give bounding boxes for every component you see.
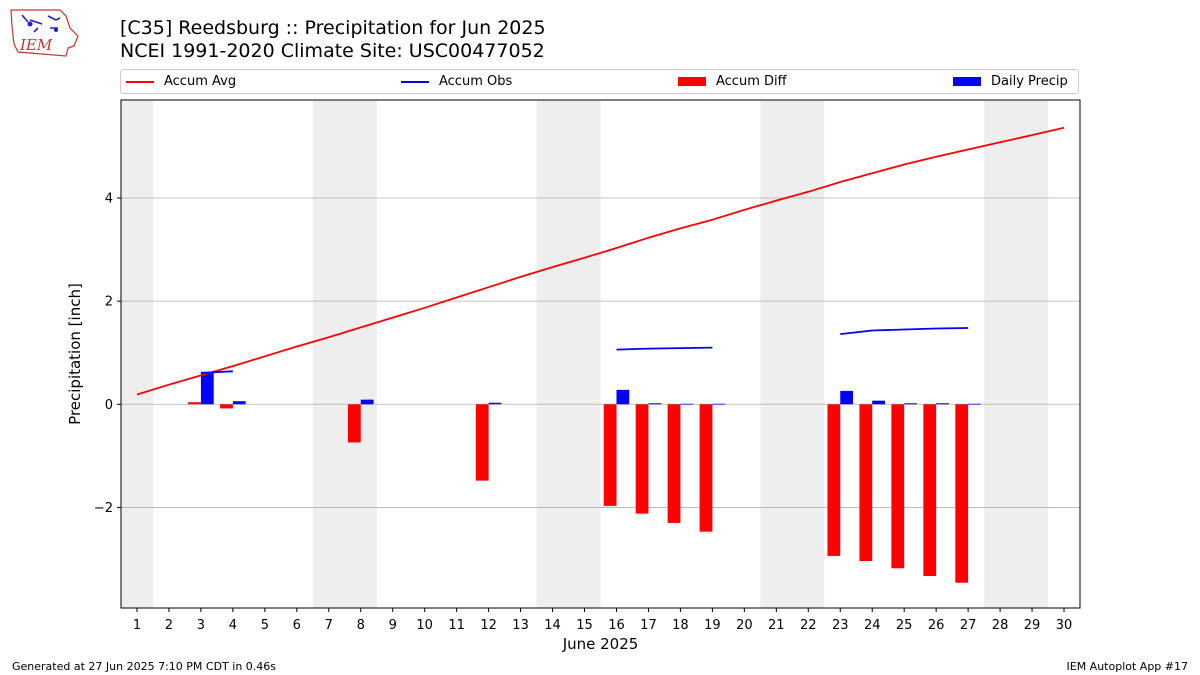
x-tick-label: 8 <box>357 618 365 633</box>
bar-accum-diff-day-17 <box>635 404 649 514</box>
line-accum-avg-segment-0 <box>136 126 1065 396</box>
x-tick-label: 23 <box>832 618 849 633</box>
legend: Accum Avg Accum Obs Accum Diff Daily Pre… <box>120 69 1079 94</box>
bar-accum-diff-day-12 <box>475 404 489 481</box>
iem-logo: IEM <box>8 6 80 58</box>
y-tick-label: 4 <box>105 191 113 206</box>
bar-accum-diff-day-26 <box>923 404 937 577</box>
bar-daily-precip-day-23 <box>840 390 854 405</box>
bar-daily-precip-day-12 <box>488 402 502 405</box>
chart-title: [C35] Reedsburg :: Precipitation for Jun… <box>120 17 546 39</box>
x-tick-label: 26 <box>928 618 945 633</box>
legend-swatch-accum-avg <box>126 80 154 83</box>
weekend-shade-3 <box>760 100 825 608</box>
x-tick-label: 17 <box>640 618 657 633</box>
x-tick-label: 18 <box>672 618 689 633</box>
y-tick-label: 2 <box>105 295 113 310</box>
bar-daily-precip-day-18 <box>680 403 694 405</box>
y-tick-label: −2 <box>94 501 113 516</box>
bar-accum-diff-day-16 <box>603 404 617 506</box>
x-tick-label: 6 <box>293 618 301 633</box>
legend-label-accum-avg: Accum Avg <box>164 74 237 89</box>
x-tick-label: 5 <box>261 618 269 633</box>
bar-daily-precip-day-16 <box>616 389 630 405</box>
iowa-map-icon: IEM <box>10 9 79 57</box>
bar-accum-diff-day-24 <box>859 404 873 562</box>
bar-daily-precip-day-17 <box>648 403 662 405</box>
bar-daily-precip-day-25 <box>904 403 917 405</box>
x-tick-label: 11 <box>448 618 465 633</box>
footer-app-text: IEM Autoplot App #17 <box>1066 660 1189 673</box>
x-tick-label: 24 <box>864 618 881 633</box>
plot-frame <box>120 99 1081 609</box>
y-tick-label: 0 <box>105 398 113 413</box>
x-tick-label: 1 <box>133 618 141 633</box>
legend-item-accum-diff: Accum Diff <box>678 74 787 89</box>
x-tick-label: 30 <box>1056 618 1073 633</box>
x-tick-label: 29 <box>1024 618 1041 633</box>
x-tick-label: 28 <box>992 618 1009 633</box>
logo-text: IEM <box>19 36 53 54</box>
bar-daily-precip-day-26 <box>936 403 949 405</box>
y-axis-label: Precipitation [inch] <box>66 283 84 425</box>
chart-subtitle: NCEI 1991-2020 Climate Site: USC00477052 <box>120 40 545 62</box>
bar-accum-diff-day-4 <box>220 404 233 409</box>
legend-swatch-daily-precip <box>953 77 981 86</box>
weekend-shade-0 <box>121 100 153 608</box>
legend-item-daily-precip: Daily Precip <box>953 74 1068 89</box>
legend-swatch-accum-diff <box>678 77 706 86</box>
legend-label-daily-precip: Daily Precip <box>991 74 1068 89</box>
weekend-shade-1 <box>312 100 377 608</box>
bar-daily-precip-day-27 <box>968 403 981 405</box>
bar-accum-diff-day-23 <box>827 404 841 556</box>
x-tick-label: 14 <box>544 618 561 633</box>
x-tick-label: 9 <box>389 618 397 633</box>
legend-item-accum-obs: Accum Obs <box>401 74 512 89</box>
x-tick-label: 15 <box>576 618 593 633</box>
x-tick-label: 7 <box>325 618 333 633</box>
x-tick-label: 16 <box>608 618 625 633</box>
line-accum-obs-segment-2 <box>840 327 969 335</box>
bar-daily-precip-day-8 <box>360 399 374 405</box>
legend-item-accum-avg: Accum Avg <box>126 74 236 89</box>
bar-accum-diff-day-27 <box>955 404 969 583</box>
legend-label-accum-diff: Accum Diff <box>716 74 787 89</box>
bar-daily-precip-day-19 <box>712 403 726 405</box>
x-tick-label: 20 <box>736 618 753 633</box>
bar-accum-diff-day-8 <box>347 404 361 443</box>
x-tick-label: 21 <box>768 618 785 633</box>
x-tick-label: 27 <box>960 618 977 633</box>
bar-accum-diff-day-3 <box>188 402 201 405</box>
legend-swatch-accum-obs <box>401 80 429 83</box>
line-accum-obs-segment-1 <box>616 346 713 351</box>
x-tick-label: 4 <box>229 618 237 633</box>
x-tick-label: 12 <box>480 618 497 633</box>
x-tick-label: 3 <box>197 618 205 633</box>
legend-label-accum-obs: Accum Obs <box>439 74 513 89</box>
x-tick-label: 13 <box>512 618 529 633</box>
x-tick-label: 10 <box>416 618 433 633</box>
bar-accum-diff-day-18 <box>667 404 681 523</box>
footer-generated-text: Generated at 27 Jun 2025 7:10 PM CDT in … <box>12 660 277 673</box>
x-tick-label: 2 <box>165 618 173 633</box>
x-tick-label: 25 <box>896 618 913 633</box>
bar-daily-precip-day-24 <box>872 400 886 405</box>
bar-accum-diff-day-19 <box>699 404 713 532</box>
bar-daily-precip-day-3 <box>200 372 214 405</box>
bar-accum-diff-day-25 <box>891 404 905 569</box>
weekend-shade-2 <box>536 100 601 608</box>
line-accum-obs-segment-0 <box>200 370 233 374</box>
bar-daily-precip-day-4 <box>232 401 246 405</box>
x-axis-label: June 2025 <box>562 635 639 653</box>
x-tick-label: 19 <box>704 618 721 633</box>
x-tick-label: 22 <box>800 618 817 633</box>
weekend-shade-4 <box>984 100 1049 608</box>
